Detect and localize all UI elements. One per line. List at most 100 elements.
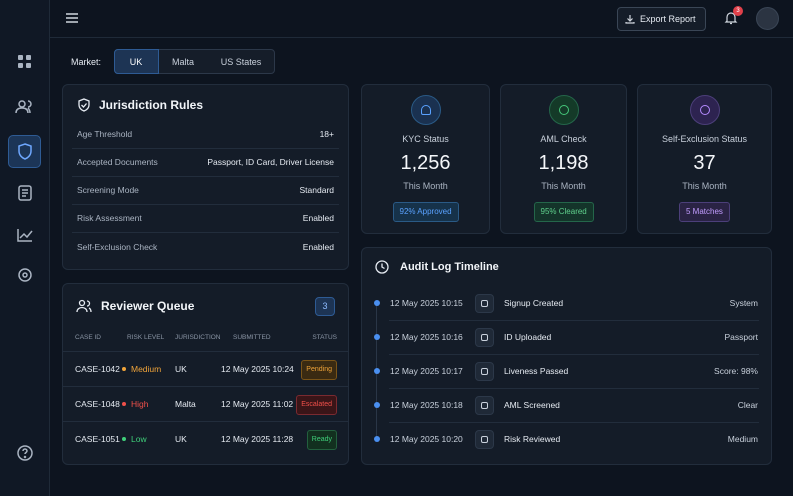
clock-icon [375,260,389,274]
nav-analytics[interactable] [17,229,33,242]
stat-value: 37 [693,152,716,174]
rule-value: Standard [299,185,335,195]
separator [72,232,339,233]
risk-dot [122,402,126,406]
stat-value: 1,198 [538,152,589,174]
timeline-dot [374,300,380,306]
market-active [114,49,159,74]
nav-help[interactable] [17,445,33,461]
rule-label: Accepted Documents [77,157,158,167]
entry-event: Risk Reviewed [504,434,561,444]
reviewer-card [62,283,349,465]
market-label: Market: [71,57,102,67]
sidebar-icons [15,55,33,461]
export-label: Export Report [640,14,696,24]
timeline-dot [374,368,380,374]
entry-event: AML Screened [504,400,560,410]
market-option[interactable]: US States [220,57,262,67]
timeline-dot [374,334,380,340]
reviewer-icon [76,299,92,313]
separator [63,421,348,422]
risk-dot [122,367,126,371]
rule-label: Self-Exclusion Check [77,242,158,252]
stat-badge: 5 Matches [679,202,730,222]
nav-dashboard[interactable] [18,55,31,68]
entry-event: ID Uploaded [504,332,552,342]
market-option[interactable]: UK [129,57,143,67]
status-badge: Pending [301,360,337,380]
stat-period: This Month [403,181,448,191]
entry-icon-glyph [481,334,488,341]
entry-time: 12 May 2025 10:18 [390,400,463,410]
entry-event: Signup Created [504,298,564,308]
nav-active-bg [8,135,41,168]
entry-detail: System [729,298,758,308]
submitted: 12 May 2025 11:02 [221,399,294,409]
jurisdiction: Malta [175,399,196,409]
rule-label: Risk Assessment [77,213,142,223]
entry-time: 12 May 2025 10:15 [390,298,463,308]
entry-icon-glyph [481,368,488,375]
jurisdiction: UK [175,434,187,444]
stat-badge: 95% Cleared [533,202,594,222]
jurisdiction-card [62,84,349,270]
entry-detail: Clear [737,400,758,410]
timeline-dot [374,436,380,442]
nav-users[interactable] [15,100,32,114]
entry-detail: Medium [727,434,758,444]
card-title: Jurisdiction Rules [99,98,204,112]
stat-icon-glyph [699,105,710,115]
header-border [50,37,793,38]
status-badge: Ready [306,430,337,450]
submitted: 12 May 2025 11:28 [221,434,294,444]
card-title: Reviewer Queue [101,299,195,313]
rule-label: Age Threshold [77,129,133,139]
avatar[interactable] [756,7,779,30]
stat-value: 1,256 [400,152,451,174]
entry-detail: Score: 98% [714,366,758,376]
risk-level: Medium [131,364,162,374]
nav-shield[interactable] [18,143,32,160]
separator [389,354,759,355]
menu-button[interactable] [65,12,79,24]
risk-dot [122,437,126,441]
jurisdiction: UK [175,364,187,374]
notification-badge [733,6,743,16]
card-title: Audit Log Timeline [400,261,499,273]
column-header: SUBMITTED [233,334,271,341]
entry-icon-glyph [481,436,488,443]
timeline-dot [374,402,380,408]
stat-icon-glyph [420,105,431,115]
queue-count: 3 [322,301,328,311]
stat-icon-glyph [558,105,569,115]
separator [72,176,339,177]
entry-icon-glyph [481,300,488,307]
column-header: STATUS [312,334,337,341]
separator [389,320,759,321]
rule-value: Passport, ID Card, Driver License [207,157,334,167]
separator [72,148,339,149]
risk-level: High [131,399,149,409]
rule-value: 18+ [319,129,334,139]
submitted: 12 May 2025 10:24 [221,364,294,374]
entry-icon [475,430,494,449]
risk-level: Low [131,434,147,444]
audit-card [361,247,772,465]
entry-icon [475,362,494,381]
stat-badge: 92% Approved [392,202,459,222]
stat-period: This Month [682,181,727,191]
rule-value: Enabled [302,213,334,223]
entry-icon-glyph [481,402,488,409]
case-id: CASE-1051 [75,434,120,444]
nav-settings[interactable] [18,268,32,282]
entry-time: 12 May 2025 10:16 [390,332,463,342]
stat-title: Self-Exclusion Status [661,134,748,144]
market-option[interactable]: Malta [171,57,194,67]
column-header: RISK LEVEL [127,334,165,341]
entry-icon [475,328,494,347]
nav-clipboard[interactable] [18,185,32,201]
rule-label: Screening Mode [77,185,139,195]
stat-title: AML Check [540,134,587,144]
stat-title: KYC Status [402,134,449,144]
